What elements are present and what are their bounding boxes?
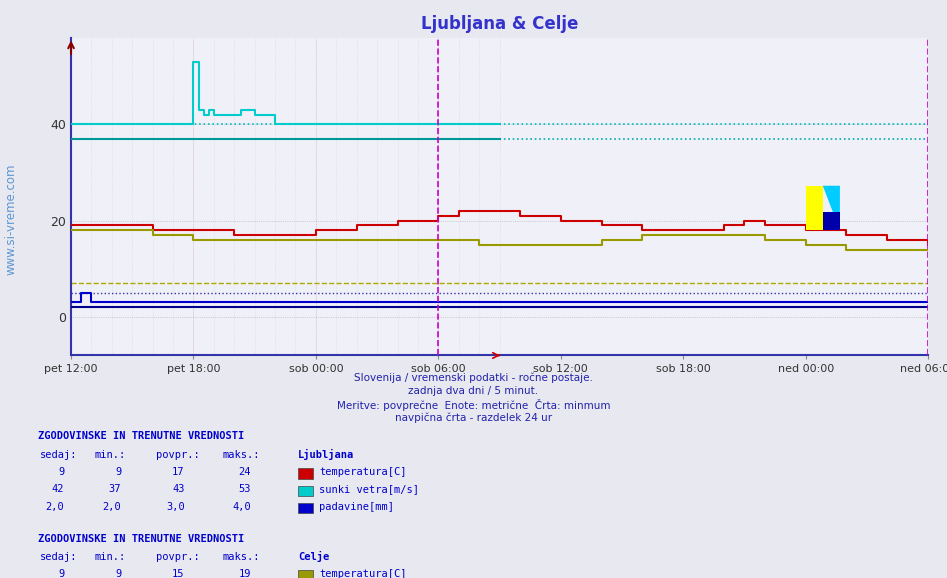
Text: ZGODOVINSKE IN TRENUTNE VREDNOSTI: ZGODOVINSKE IN TRENUTNE VREDNOSTI — [38, 431, 244, 441]
Text: padavine[mm]: padavine[mm] — [319, 502, 394, 512]
Text: 9: 9 — [115, 569, 121, 578]
Text: 2,0: 2,0 — [102, 502, 121, 512]
Text: 3,0: 3,0 — [166, 502, 185, 512]
Text: sedaj:: sedaj: — [40, 552, 78, 562]
Text: 43: 43 — [172, 484, 185, 494]
Text: 37: 37 — [109, 484, 121, 494]
Title: Ljubljana & Celje: Ljubljana & Celje — [420, 15, 579, 34]
Bar — [823, 213, 840, 230]
Text: 42: 42 — [52, 484, 64, 494]
Text: navpična črta - razdelek 24 ur: navpična črta - razdelek 24 ur — [395, 413, 552, 423]
Text: povpr.:: povpr.: — [156, 450, 200, 460]
Text: sedaj:: sedaj: — [40, 450, 78, 460]
Text: Meritve: povprečne  Enote: metrične  Črta: minmum: Meritve: povprečne Enote: metrične Črta:… — [337, 399, 610, 412]
Text: min.:: min.: — [95, 450, 126, 460]
Text: min.:: min.: — [95, 552, 126, 562]
Text: 24: 24 — [239, 467, 251, 477]
Text: povpr.:: povpr.: — [156, 552, 200, 562]
Text: Ljubljana: Ljubljana — [298, 449, 354, 460]
Text: temperatura[C]: temperatura[C] — [319, 467, 406, 477]
Text: 53: 53 — [239, 484, 251, 494]
Text: ZGODOVINSKE IN TRENUTNE VREDNOSTI: ZGODOVINSKE IN TRENUTNE VREDNOSTI — [38, 533, 244, 543]
Text: maks.:: maks.: — [223, 552, 260, 562]
Text: maks.:: maks.: — [223, 450, 260, 460]
Text: www.si-vreme.com: www.si-vreme.com — [5, 164, 18, 275]
Text: 9: 9 — [115, 467, 121, 477]
Text: temperatura[C]: temperatura[C] — [319, 569, 406, 578]
Text: sunki vetra[m/s]: sunki vetra[m/s] — [319, 484, 420, 494]
Text: 9: 9 — [58, 467, 64, 477]
Text: 4,0: 4,0 — [232, 502, 251, 512]
Text: 19: 19 — [239, 569, 251, 578]
Text: 2,0: 2,0 — [45, 502, 64, 512]
Polygon shape — [823, 186, 840, 230]
Text: Celje: Celje — [298, 551, 330, 562]
Text: zadnja dva dni / 5 minut.: zadnja dva dni / 5 minut. — [408, 386, 539, 396]
Text: 17: 17 — [172, 467, 185, 477]
Text: 9: 9 — [58, 569, 64, 578]
Text: Slovenija / vremenski podatki - ročne postaje.: Slovenija / vremenski podatki - ročne po… — [354, 373, 593, 383]
Text: 15: 15 — [172, 569, 185, 578]
Bar — [806, 186, 823, 230]
